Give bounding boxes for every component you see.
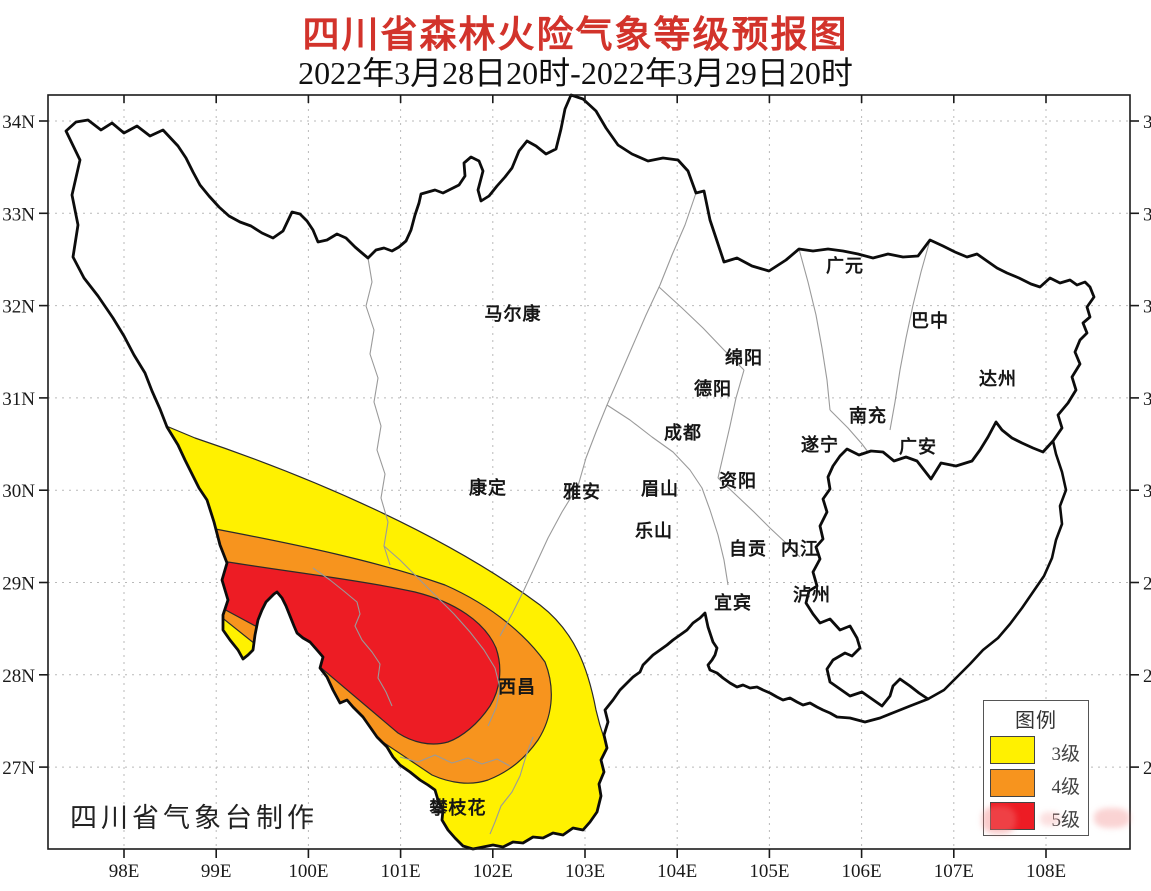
city-label-巴中: 巴中 — [911, 310, 949, 331]
legend-item-3级: 3级 — [984, 733, 1088, 766]
city-label-资阳: 资阳 — [719, 470, 757, 491]
lat-tick-label-right: 33N — [1143, 204, 1151, 225]
axis-labels: 98E 99E 100E 101E 102E 103E 104E 105E 106E 107E 10… — [2, 112, 1151, 882]
city-label-广元: 广元 — [826, 255, 864, 276]
city-label-乐山: 乐山 — [635, 521, 673, 541]
city-label-雅安: 雅安 — [562, 481, 601, 502]
validity-period: 2022年3月28日20时-2022年3月29日20时 — [298, 55, 853, 91]
lat-tick-label-left: 34N — [2, 112, 35, 133]
lon-tick-label: 106E — [842, 861, 882, 882]
city-label-攀枝花: 攀枝花 — [429, 797, 487, 818]
city-label-遂宁: 遂宁 — [801, 434, 839, 455]
city-label-马尔康: 马尔康 — [485, 303, 542, 324]
city-label-德阳: 德阳 — [694, 378, 732, 399]
city-label-成都: 成都 — [664, 422, 702, 443]
lat-tick-label-right: 27N — [1143, 758, 1151, 779]
lat-tick-label-right: 28N — [1143, 666, 1151, 687]
city-label-西昌: 西昌 — [498, 677, 536, 697]
legend-swatch-5级 — [990, 802, 1035, 830]
neighbor-province-border — [927, 440, 1068, 701]
lon-tick-label: 107E — [934, 861, 974, 882]
city-label-绵阳: 绵阳 — [725, 347, 763, 368]
lon-tick-label: 105E — [749, 861, 789, 882]
legend-item-4级: 4级 — [984, 766, 1088, 799]
city-label-南充: 南充 — [849, 405, 887, 426]
map-frame — [47, 94, 1131, 850]
credit: 四川省气象台制作 — [70, 803, 318, 833]
legend-swatch-3级 — [990, 736, 1035, 764]
lon-tick-label: 108E — [1026, 861, 1066, 882]
city-label-眉山: 眉山 — [641, 479, 679, 499]
lat-tick-label-left: 27N — [2, 758, 35, 779]
legend-swatch-4级 — [990, 769, 1035, 797]
city-label-宜宾: 宜宾 — [714, 592, 752, 613]
city-label-内江: 内江 — [781, 538, 819, 559]
risk-zones — [139, 192, 931, 849]
lon-tick-label: 100E — [288, 861, 328, 882]
lat-tick-label-left: 32N — [2, 297, 35, 318]
lon-tick-label: 104E — [657, 861, 697, 882]
city-label-泸州: 泸州 — [793, 585, 831, 605]
legend-label: 4级 — [1051, 777, 1080, 798]
lon-tick-label: 99E — [201, 861, 232, 882]
lon-tick-label: 101E — [381, 861, 421, 882]
lat-tick-label-right: 34N — [1143, 112, 1151, 133]
legend-label: 3级 — [1051, 744, 1080, 765]
lat-tick-label-right: 30N — [1143, 481, 1151, 502]
lat-tick-label-right: 31N — [1143, 389, 1151, 410]
legend-label: 5级 — [1051, 810, 1080, 831]
city-label-达州: 达州 — [979, 368, 1017, 389]
lat-tick-label-left: 33N — [2, 204, 35, 225]
legend-title: 图例 — [1015, 710, 1057, 732]
lat-tick-label-left: 29N — [2, 574, 35, 595]
lon-tick-label: 103E — [565, 861, 605, 882]
lon-tick-label: 98E — [109, 861, 140, 882]
lat-tick-label-left: 31N — [2, 389, 35, 410]
city-label-广安: 广安 — [899, 436, 937, 457]
city-label-自贡: 自贡 — [729, 538, 767, 559]
legend-item-5级: 5级 — [984, 799, 1088, 832]
legend: 图例 3级 4级 5级 — [983, 700, 1089, 836]
page-title: 四川省森林火险气象等级预报图 — [302, 14, 849, 55]
axis-ticks — [39, 95, 1139, 858]
risk-zone-level5 — [159, 544, 501, 745]
lat-tick-label-right: 29N — [1143, 574, 1151, 595]
province-boundary — [64, 93, 1096, 851]
lat-tick-label-left: 30N — [2, 481, 35, 502]
legend-rows: 3级 4级 5级 — [984, 733, 1088, 832]
lat-tick-label-left: 28N — [2, 666, 35, 687]
lat-tick-label-right: 32N — [1143, 297, 1151, 318]
lon-tick-label: 102E — [473, 861, 513, 882]
city-label-康定: 康定 — [469, 477, 507, 498]
